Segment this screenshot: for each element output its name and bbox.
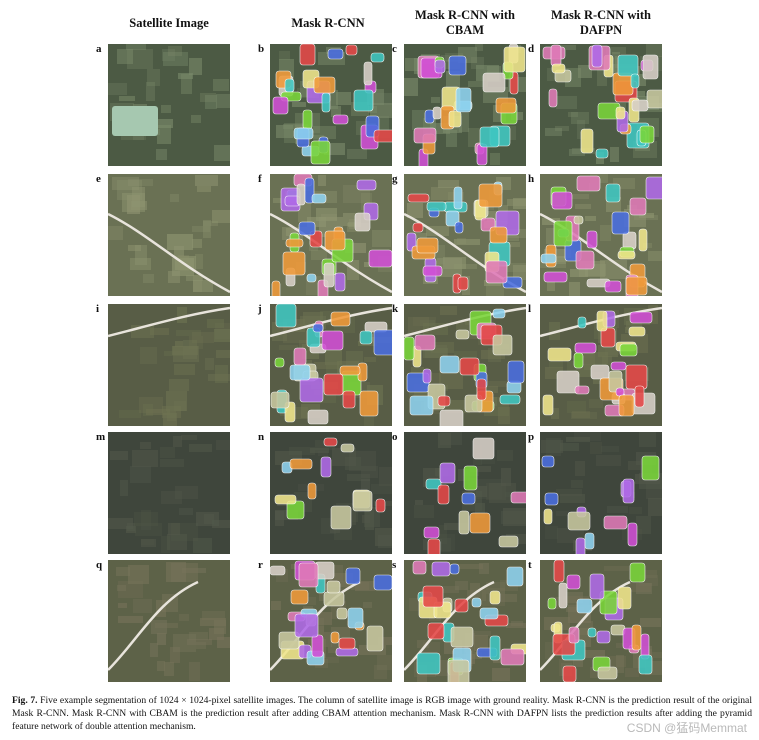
panel-label: j xyxy=(258,303,262,315)
col-header-cbam: Mask R-CNN with CBAM xyxy=(415,8,515,37)
caption-text: Five example segmentation of 1024 × 1024… xyxy=(12,695,752,732)
panel-label: c xyxy=(392,43,397,55)
panel-label: g xyxy=(392,173,398,185)
segmentation-result-image xyxy=(270,304,392,426)
satellite-image xyxy=(108,304,230,426)
panel-label: b xyxy=(258,43,265,55)
panel-label: a xyxy=(96,43,102,55)
panel-label: m xyxy=(96,431,106,443)
segmentation-result-image xyxy=(404,432,526,554)
satellite-image xyxy=(108,44,230,166)
panel-label: q xyxy=(96,559,103,571)
figure-caption: Fig. 7. Five example segmentation of 102… xyxy=(12,694,752,733)
watermark: CSDN @猛码Memmat xyxy=(626,721,747,735)
satellite-image xyxy=(108,432,230,554)
segmentation-result-image xyxy=(270,44,392,166)
panel-label: f xyxy=(258,173,262,185)
panel-label: p xyxy=(528,431,535,443)
segmentation-result-image xyxy=(540,432,662,554)
segmentation-result-image xyxy=(540,174,662,296)
satellite-image xyxy=(108,174,230,296)
satellite-image xyxy=(108,560,230,682)
col-header-mask-rcnn: Mask R-CNN xyxy=(291,16,365,30)
panel-label: e xyxy=(96,173,101,185)
panel-label: k xyxy=(392,303,399,315)
panel-label: d xyxy=(528,43,535,55)
segmentation-result-image xyxy=(540,44,662,166)
segmentation-result-image xyxy=(404,304,526,426)
panel-label: s xyxy=(392,559,397,571)
panel-label: i xyxy=(96,303,100,315)
segmentation-result-image xyxy=(540,304,662,426)
segmentation-result-image xyxy=(404,560,526,682)
segmentation-result-image xyxy=(270,432,392,554)
col-header-dafpn: Mask R-CNN with DAFPN xyxy=(551,8,651,37)
segmentation-result-image xyxy=(270,174,392,296)
segmentation-result-image xyxy=(270,560,392,682)
panel-label: l xyxy=(528,303,532,315)
segmentation-result-image xyxy=(540,560,662,682)
caption-label: Fig. 7. xyxy=(12,695,38,706)
panel-label: h xyxy=(528,173,535,185)
col-header-satellite: Satellite Image xyxy=(129,16,209,30)
panel-label: o xyxy=(392,431,398,443)
segmentation-result-image xyxy=(404,44,526,166)
panel-label: r xyxy=(258,559,263,571)
panel-label: n xyxy=(258,431,265,443)
panel-label: t xyxy=(528,559,532,571)
segmentation-result-image xyxy=(404,174,526,296)
